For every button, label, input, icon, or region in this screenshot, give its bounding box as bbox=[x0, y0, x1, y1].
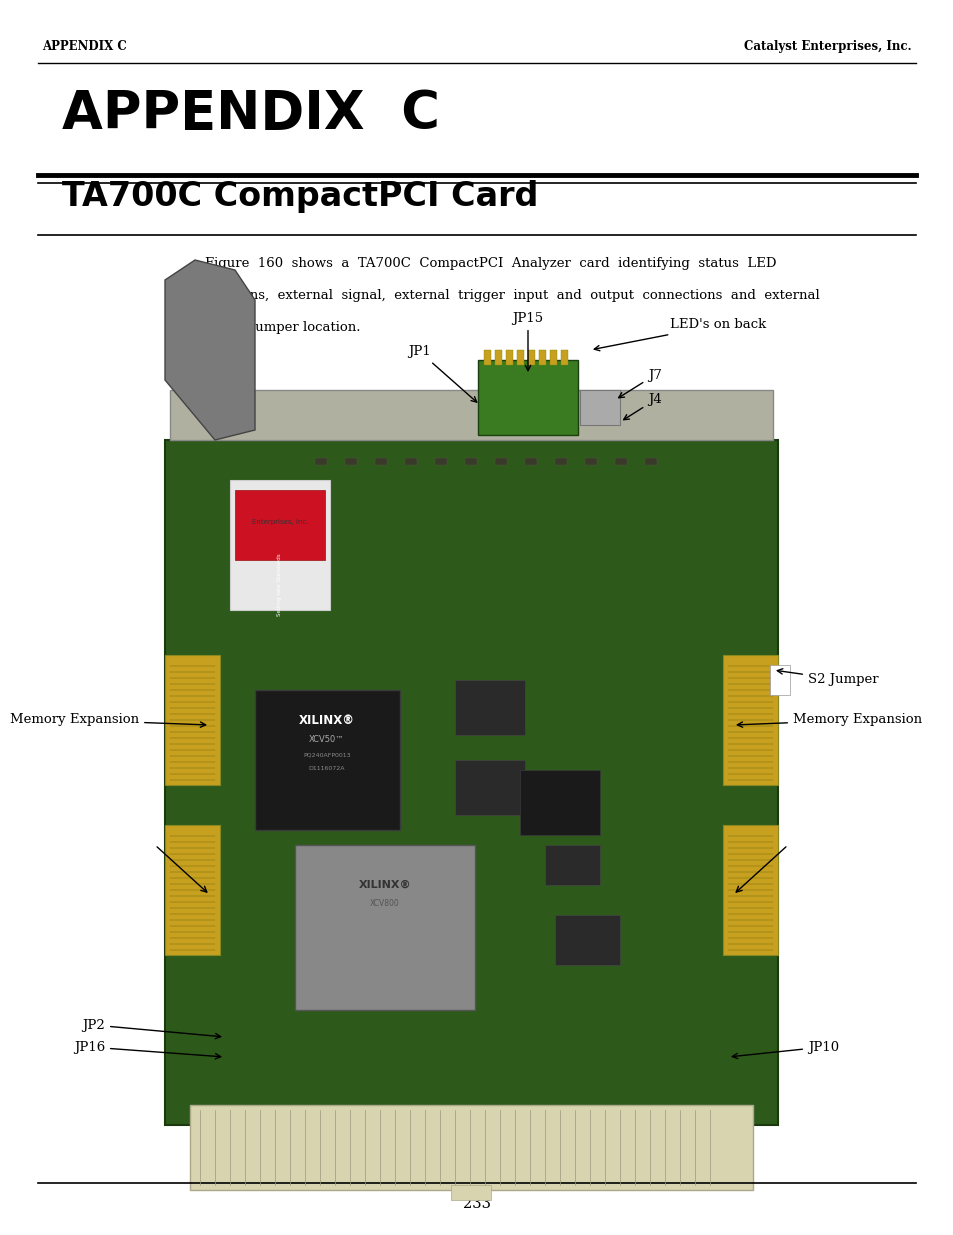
Text: 233: 233 bbox=[462, 1197, 491, 1212]
Bar bbox=[455, 680, 524, 735]
Text: JP1: JP1 bbox=[408, 346, 476, 403]
Text: power jumper location.: power jumper location. bbox=[205, 321, 360, 333]
Bar bbox=[722, 655, 778, 785]
Text: Memory Expansion: Memory Expansion bbox=[10, 714, 206, 727]
Bar bbox=[615, 458, 626, 466]
Bar bbox=[230, 480, 330, 610]
Bar bbox=[560, 350, 567, 366]
Bar bbox=[519, 769, 599, 835]
Text: locations,  external  signal,  external  trigger  input  and  output  connection: locations, external signal, external tri… bbox=[205, 289, 819, 303]
Text: Catalyst Enterprises, Inc.: Catalyst Enterprises, Inc. bbox=[743, 40, 911, 53]
Text: JP16: JP16 bbox=[73, 1041, 220, 1058]
Text: Setting new Standards: Setting new Standards bbox=[277, 553, 282, 616]
Bar bbox=[769, 664, 789, 695]
Bar bbox=[538, 350, 545, 366]
Text: J4: J4 bbox=[623, 394, 661, 420]
Bar bbox=[584, 458, 597, 466]
Bar bbox=[455, 760, 524, 815]
Bar bbox=[579, 390, 619, 425]
Bar bbox=[483, 350, 491, 366]
Text: APPENDIX C: APPENDIX C bbox=[42, 40, 127, 53]
Text: J7: J7 bbox=[618, 368, 661, 398]
Bar bbox=[435, 458, 447, 466]
Bar bbox=[505, 350, 513, 366]
Text: XILINX®: XILINX® bbox=[298, 714, 355, 726]
Text: D1116072A: D1116072A bbox=[309, 766, 345, 771]
Text: JP15: JP15 bbox=[512, 312, 543, 370]
Text: LED's on back: LED's on back bbox=[594, 319, 765, 351]
Bar bbox=[345, 458, 356, 466]
Text: Memory Expansion: Memory Expansion bbox=[737, 714, 922, 727]
Bar bbox=[495, 350, 501, 366]
Text: Figure  160  TA700C CompactPCI Analyzer Card: Figure 160 TA700C CompactPCI Analyzer Ca… bbox=[279, 1146, 674, 1160]
Bar bbox=[527, 350, 535, 366]
Bar bbox=[550, 350, 557, 366]
Bar bbox=[314, 458, 327, 466]
Bar bbox=[405, 458, 416, 466]
Bar bbox=[375, 458, 387, 466]
Text: XILINX®: XILINX® bbox=[358, 881, 411, 890]
Text: TA700C CompactPCI Card: TA700C CompactPCI Card bbox=[62, 180, 537, 212]
Bar bbox=[294, 845, 475, 1010]
Text: Figure  160  shows  a  TA700C  CompactPCI  Analyzer  card  identifying  status  : Figure 160 shows a TA700C CompactPCI Ana… bbox=[205, 257, 776, 270]
Text: JP2: JP2 bbox=[82, 1019, 220, 1039]
Bar bbox=[495, 458, 506, 466]
Bar bbox=[555, 915, 619, 965]
Polygon shape bbox=[165, 261, 254, 440]
Bar bbox=[451, 1186, 491, 1200]
Text: JP10: JP10 bbox=[732, 1041, 839, 1058]
Text: Enterprises, Inc.: Enterprises, Inc. bbox=[252, 519, 308, 525]
Text: APPENDIX  C: APPENDIX C bbox=[62, 88, 439, 140]
Bar bbox=[254, 690, 399, 830]
Bar bbox=[165, 655, 220, 785]
Bar bbox=[544, 845, 599, 885]
Bar bbox=[190, 1105, 752, 1191]
Bar bbox=[464, 458, 476, 466]
Bar bbox=[524, 458, 537, 466]
Text: PQ240AFP0013: PQ240AFP0013 bbox=[303, 752, 351, 757]
Bar bbox=[517, 350, 523, 366]
Text: XCV50™: XCV50™ bbox=[309, 736, 344, 745]
Bar bbox=[644, 458, 657, 466]
Bar bbox=[165, 440, 778, 1125]
Bar bbox=[165, 825, 220, 955]
Bar bbox=[555, 458, 566, 466]
Bar bbox=[170, 390, 772, 440]
Text: XCV800: XCV800 bbox=[370, 899, 399, 908]
Bar bbox=[234, 490, 325, 559]
Bar bbox=[477, 359, 578, 435]
Text: Catalyst: Catalyst bbox=[255, 500, 304, 510]
Bar bbox=[722, 825, 778, 955]
Text: S2 Jumper: S2 Jumper bbox=[777, 668, 878, 687]
